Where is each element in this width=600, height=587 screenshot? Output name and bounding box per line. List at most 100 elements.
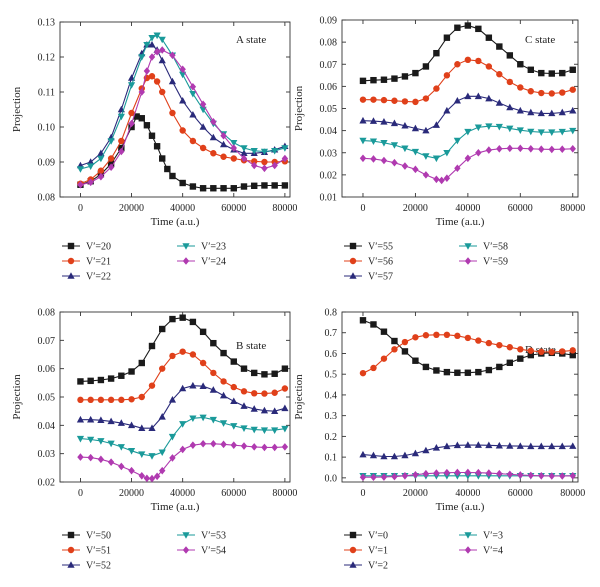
- data-point: [179, 127, 186, 134]
- data-point: [380, 452, 388, 460]
- data-point: [230, 423, 238, 430]
- data-point: [443, 72, 451, 79]
- data-point: [159, 46, 166, 54]
- data-point: [359, 369, 367, 377]
- legend-label: V′=52: [86, 561, 111, 572]
- data-point: [433, 49, 440, 57]
- data-point: [496, 363, 503, 371]
- data-point: [189, 318, 197, 326]
- data-point: [271, 148, 279, 155]
- y-tick-label: 0.04: [320, 126, 338, 137]
- data-point: [220, 185, 227, 192]
- data-point: [391, 337, 398, 345]
- data-point: [240, 365, 248, 372]
- data-point: [107, 458, 115, 466]
- data-point: [220, 349, 227, 357]
- data-point: [87, 158, 95, 165]
- data-point: [391, 75, 398, 82]
- data-point: [210, 369, 217, 377]
- x-tick-label: 40000: [170, 488, 195, 499]
- data-point: [506, 470, 514, 479]
- data-point: [230, 185, 237, 192]
- data-point: [506, 78, 514, 86]
- data-point: [230, 155, 237, 162]
- data-point: [87, 396, 94, 404]
- data-point: [475, 148, 482, 157]
- data-point: [380, 139, 388, 147]
- series-5: [359, 144, 576, 185]
- plot-frame: [341, 19, 579, 198]
- data-point: [495, 123, 503, 131]
- data-point: [210, 339, 217, 347]
- legend-marker: [464, 532, 472, 539]
- data-point: [179, 421, 187, 428]
- data-point: [260, 406, 269, 414]
- data-point: [189, 90, 197, 98]
- data-point: [107, 163, 115, 172]
- data-point: [391, 158, 398, 167]
- data-point: [443, 149, 451, 157]
- data-point: [251, 369, 258, 377]
- data-point: [369, 138, 378, 146]
- data-point: [250, 426, 258, 434]
- y-tick-label: 0.08: [38, 193, 56, 204]
- data-point: [569, 66, 576, 73]
- data-point: [148, 34, 156, 42]
- y-tick-label: 0.08: [320, 38, 338, 49]
- x-axis-label: Time (a.u.): [436, 216, 485, 228]
- data-point: [230, 358, 237, 365]
- data-point: [454, 24, 461, 31]
- data-point: [370, 155, 377, 163]
- data-point: [380, 473, 388, 481]
- legend-marker: [349, 272, 357, 279]
- data-point: [453, 137, 461, 145]
- data-point: [97, 172, 105, 181]
- data-point: [516, 127, 524, 134]
- x-axis-label: Time (a.u.): [436, 501, 485, 513]
- plot-frame: [59, 21, 291, 198]
- data-point: [148, 382, 156, 389]
- data-point: [454, 164, 461, 173]
- legend-marker: [182, 546, 190, 554]
- data-point: [422, 469, 430, 478]
- data-point: [433, 85, 440, 92]
- data-point: [97, 376, 105, 384]
- data-point: [240, 154, 248, 163]
- data-point: [527, 144, 534, 153]
- legend-label: V′=22: [86, 272, 111, 283]
- data-point: [359, 154, 367, 163]
- chart-panel-2: 0 20000 40000 60000 80000 0.01 0.02 0.03 0.04 0.0…: [293, 16, 585, 283]
- data-point: [179, 384, 187, 392]
- data-point: [128, 466, 135, 475]
- data-point: [464, 154, 472, 163]
- data-point: [281, 404, 289, 412]
- data-point: [485, 366, 493, 374]
- y-tick-label: 0.02: [320, 170, 338, 181]
- x-tick-label: 0: [78, 488, 83, 499]
- data-point: [558, 442, 566, 450]
- data-point: [128, 119, 135, 128]
- data-point: [495, 99, 503, 106]
- data-point: [527, 442, 535, 450]
- series-2: [359, 331, 576, 377]
- data-point: [390, 142, 399, 149]
- data-point: [128, 368, 135, 375]
- data-point: [438, 176, 445, 185]
- data-point: [538, 69, 545, 77]
- y-tick-label: 0.09: [320, 16, 338, 27]
- x-tick-label: 60000: [508, 488, 533, 499]
- legend-label: V′=1: [368, 546, 388, 557]
- data-point: [464, 128, 472, 136]
- x-tick-label: 0: [360, 203, 365, 214]
- data-point: [391, 97, 398, 104]
- data-point: [559, 89, 566, 96]
- data-point: [169, 352, 176, 360]
- x-tick-label: 20000: [403, 203, 428, 214]
- data-point: [464, 56, 472, 64]
- data-point: [485, 34, 493, 41]
- series-5: [359, 468, 576, 482]
- data-point: [464, 369, 472, 376]
- data-point: [527, 108, 535, 116]
- data-point: [433, 175, 440, 184]
- data-point: [548, 442, 556, 450]
